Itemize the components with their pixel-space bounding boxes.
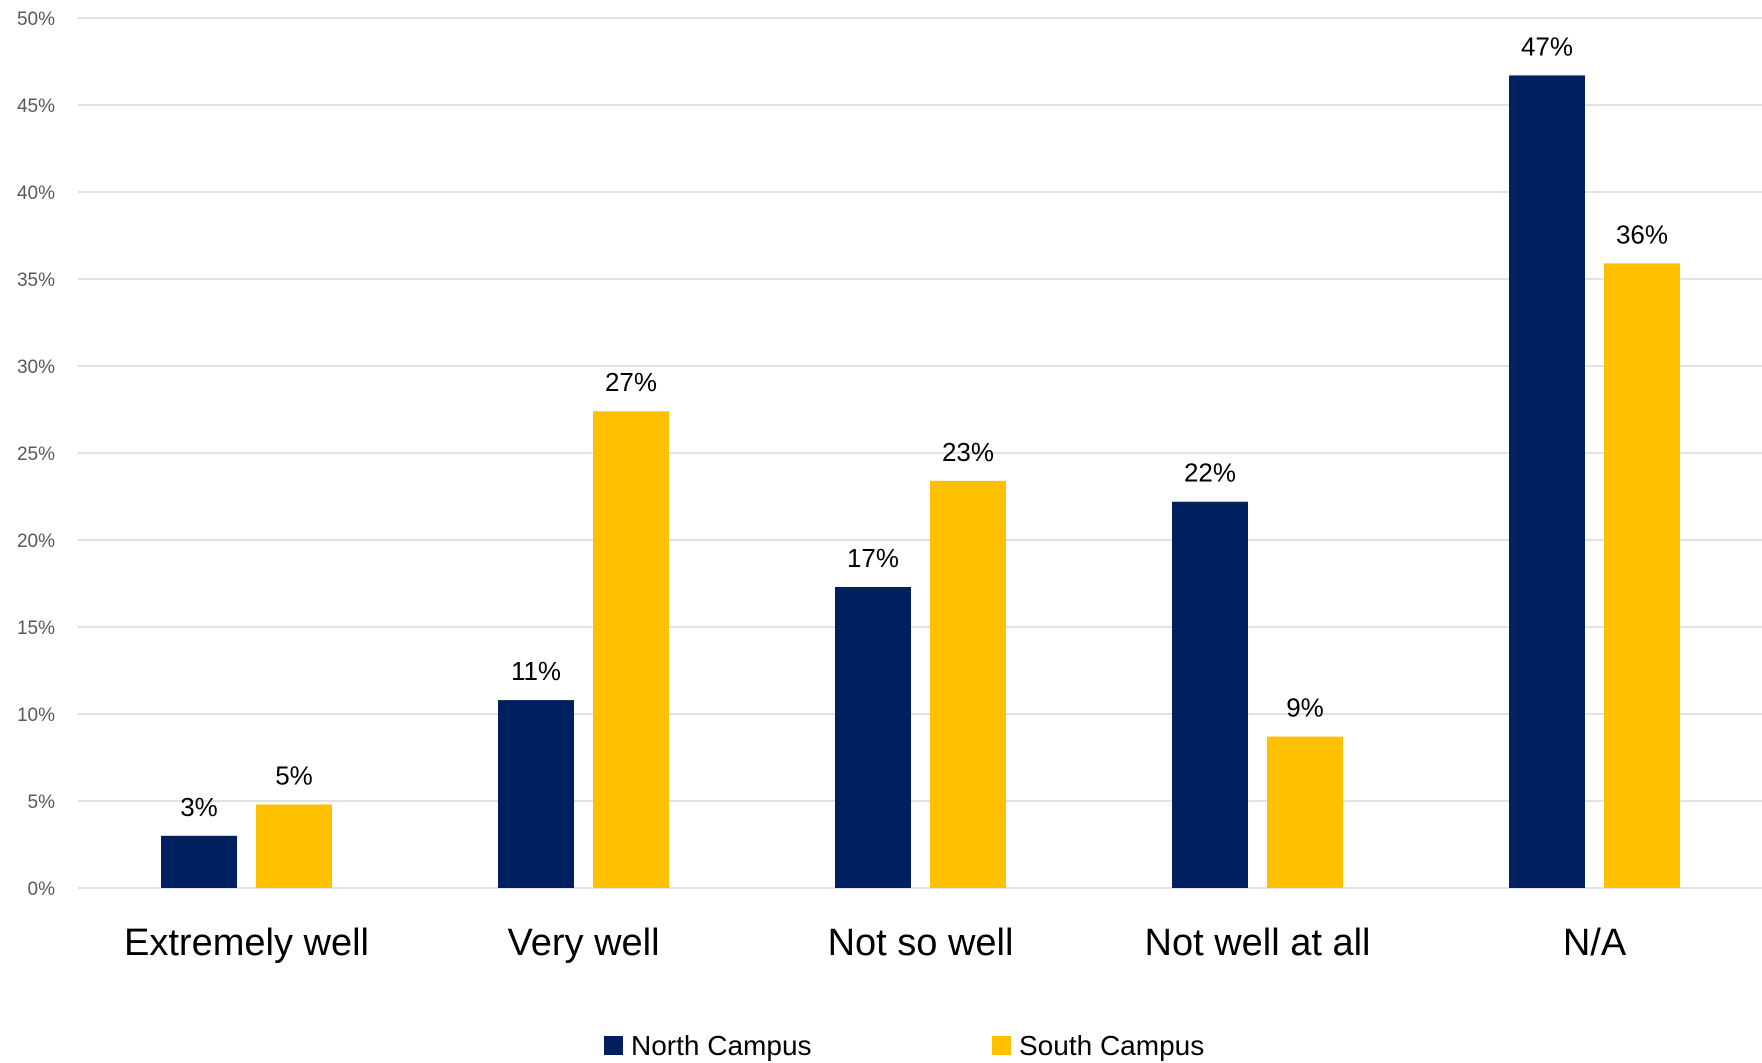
bar-north-0	[161, 835, 237, 888]
data-label: 23%	[942, 437, 994, 467]
bars	[161, 75, 1680, 889]
data-label: 47%	[1521, 31, 1573, 61]
data-label: 9%	[1286, 693, 1324, 723]
bar-north-4	[1509, 75, 1585, 889]
data-labels: 3% 5% 11% 27% 17% 23% 22% 9% 47% 36%	[180, 31, 1668, 821]
data-label: 3%	[180, 792, 218, 822]
bar-north-2	[835, 586, 911, 888]
y-tick-label: 10%	[17, 705, 55, 726]
legend-swatch	[604, 1036, 623, 1055]
y-tick-label: 20%	[17, 531, 55, 552]
gridlines	[78, 17, 1762, 889]
bar-south-0	[256, 804, 332, 888]
bar-south-2	[930, 480, 1006, 888]
category-label: N/A	[1563, 922, 1627, 964]
y-tick-label: 30%	[17, 357, 55, 378]
y-axis-tick-labels: 0% 5% 10% 15% 20% 25% 30% 35% 40% 45% 50%	[17, 9, 55, 900]
legend-swatch	[992, 1036, 1011, 1055]
y-tick-label: 25%	[17, 444, 55, 465]
bar-south-1	[593, 411, 669, 888]
category-label: Not so well	[828, 922, 1014, 964]
data-label: 36%	[1616, 219, 1668, 249]
legend: North Campus South Campus	[604, 1030, 1204, 1061]
category-label: Extremely well	[124, 922, 369, 964]
data-label: 22%	[1184, 458, 1236, 488]
y-tick-label: 45%	[17, 96, 55, 117]
data-label: 17%	[847, 543, 899, 573]
y-tick-label: 35%	[17, 270, 55, 291]
legend-label: North Campus	[631, 1030, 812, 1061]
bar-south-3	[1267, 736, 1343, 888]
data-label: 11%	[511, 656, 561, 686]
category-label: Very well	[507, 922, 659, 964]
bar-north-3	[1172, 501, 1248, 888]
bar-north-1	[498, 700, 574, 888]
bar-south-4	[1604, 263, 1680, 889]
legend-label: South Campus	[1019, 1030, 1204, 1061]
x-axis-category-labels: Extremely well Very well Not so well Not we…	[124, 922, 1627, 964]
y-tick-label: 15%	[17, 618, 55, 639]
data-label: 27%	[605, 367, 657, 397]
y-tick-label: 50%	[17, 9, 55, 30]
y-tick-label: 40%	[17, 183, 55, 204]
category-label: Not well at all	[1145, 922, 1371, 964]
y-tick-label: 5%	[28, 792, 56, 813]
data-label: 5%	[275, 760, 313, 790]
y-tick-label: 0%	[28, 879, 56, 900]
